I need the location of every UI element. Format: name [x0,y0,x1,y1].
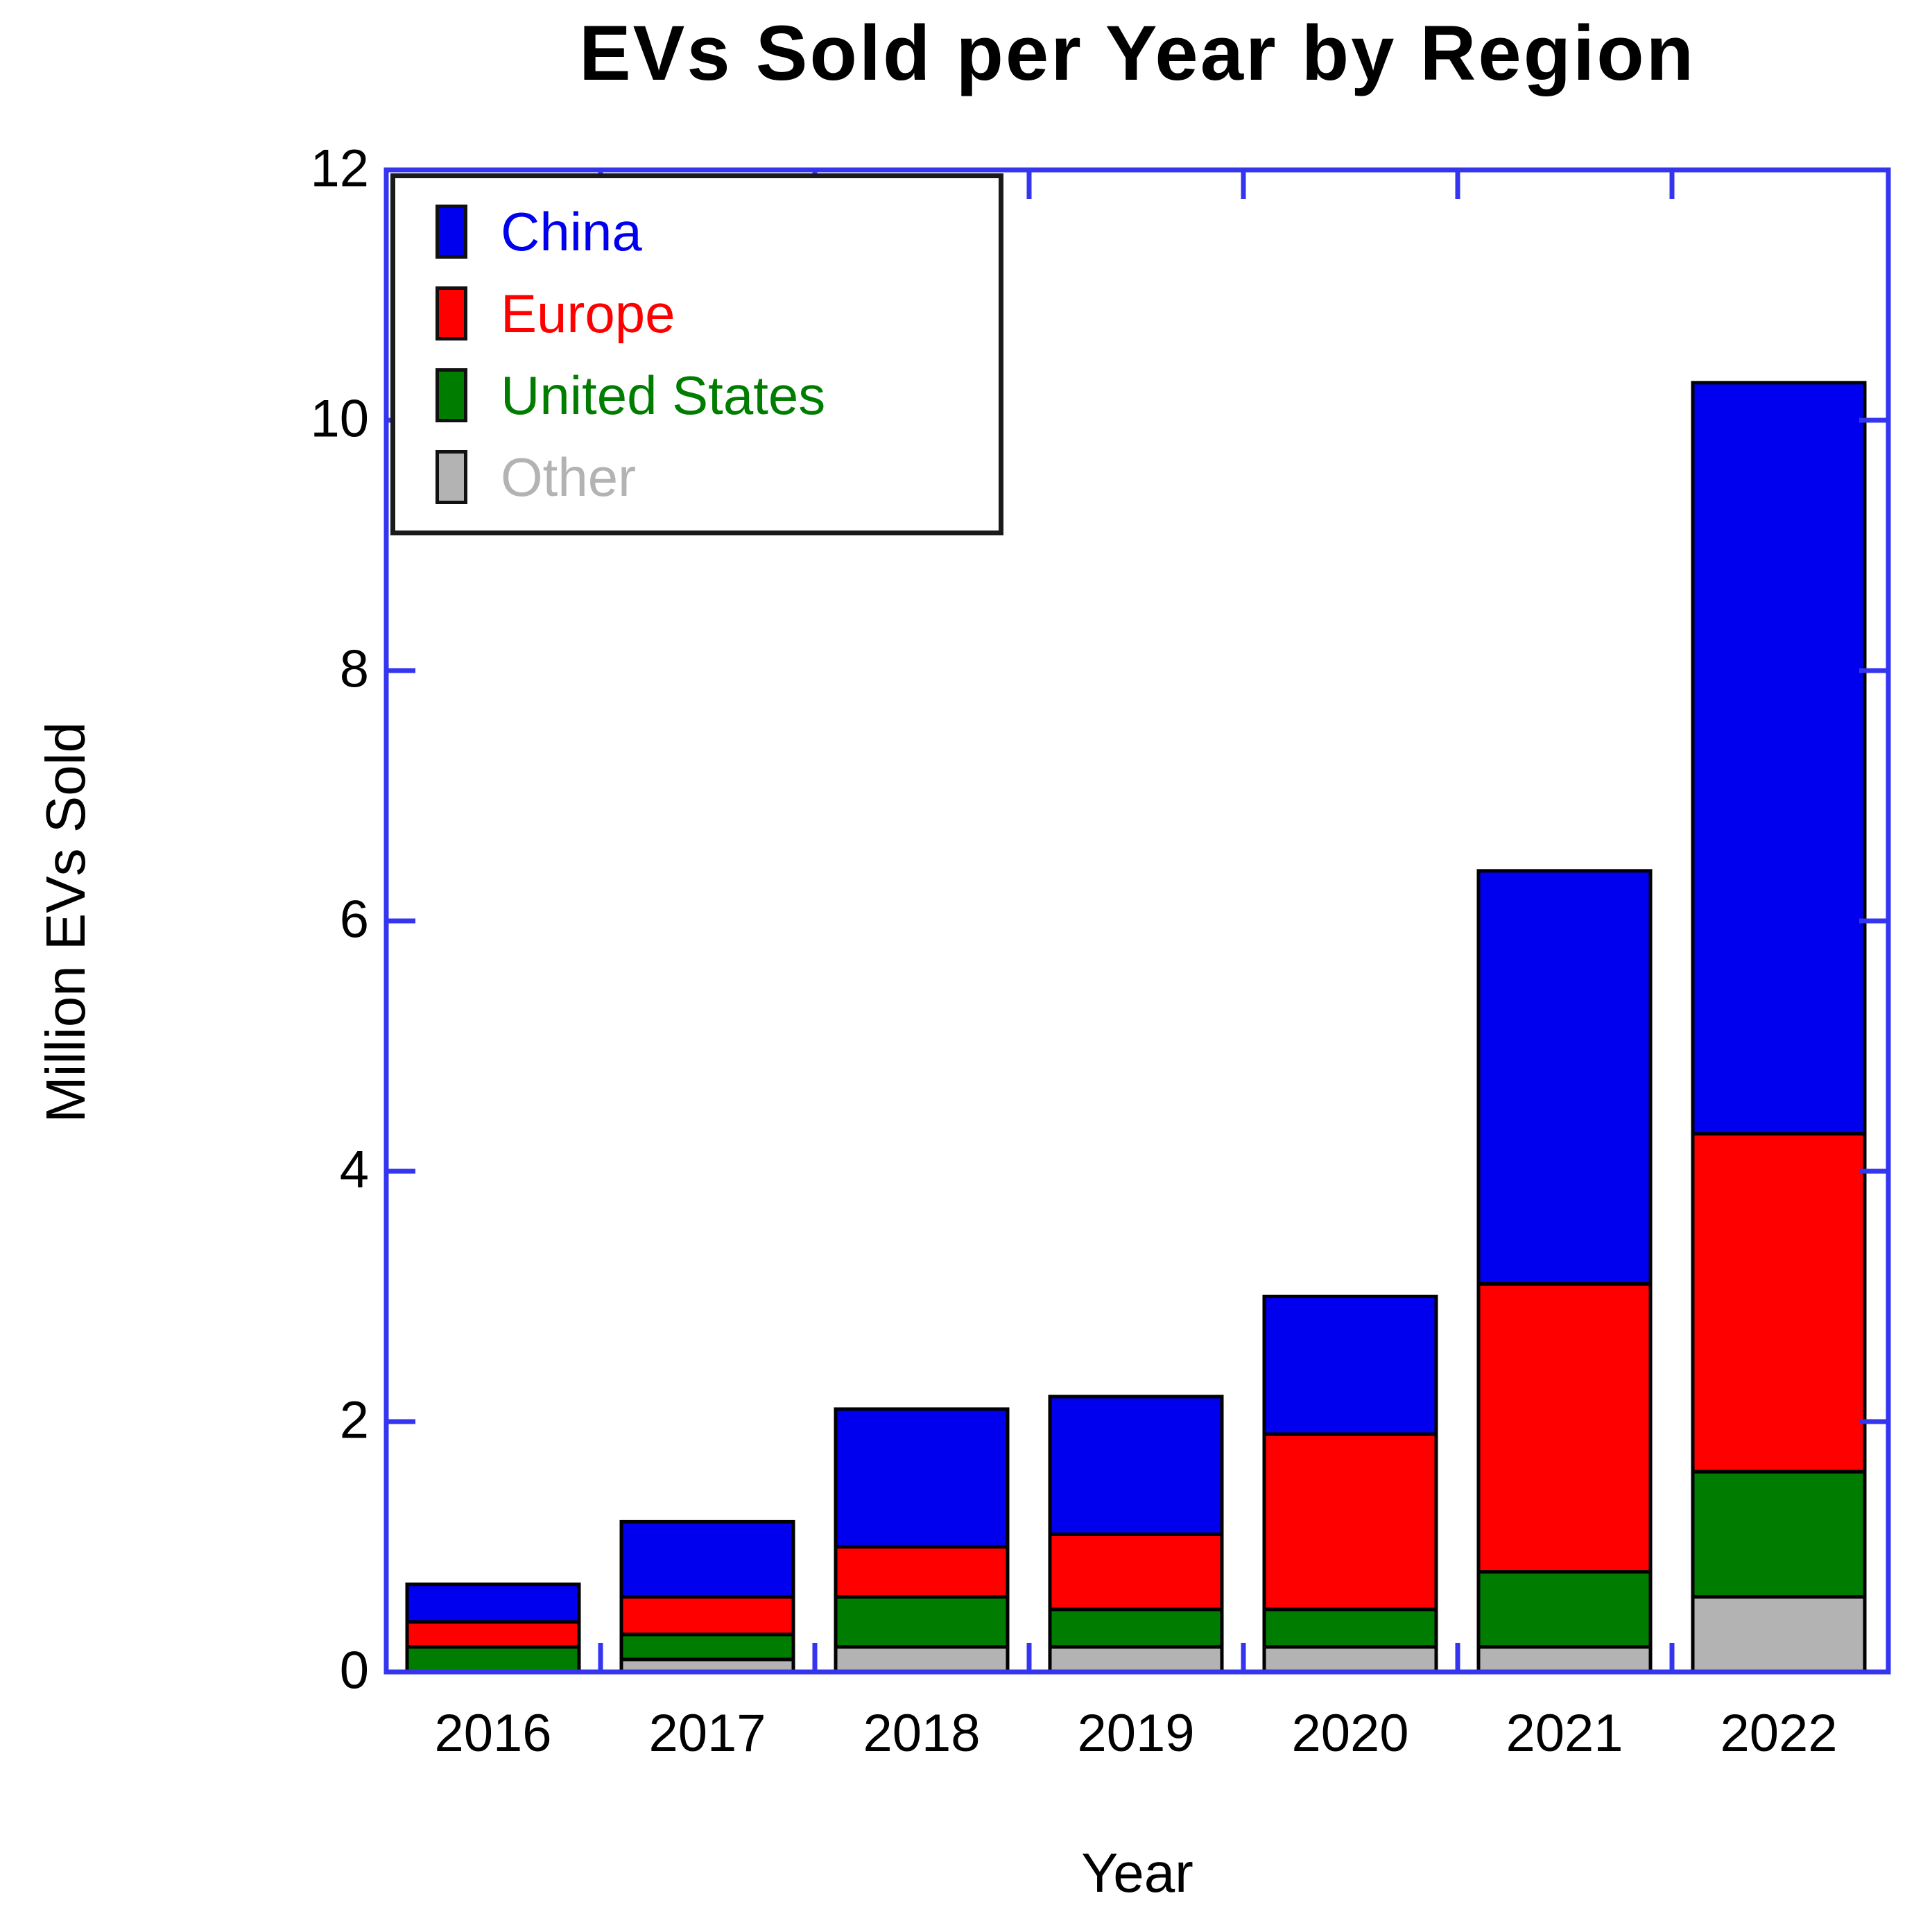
bar-segment-2016-china [405,1582,581,1624]
y-tick-label: 6 [339,890,369,949]
bar-segment-2022-united-states [1691,1469,1867,1599]
bar-segment-2020-china [1262,1295,1438,1436]
legend-item: United States [436,359,999,431]
bar-segment-2019-china [1048,1395,1224,1536]
bar-segment-2020-united-states [1262,1607,1438,1649]
x-tick-label: 2016 [434,1704,552,1763]
legend-item-label: United States [501,365,826,426]
x-tick-label: 2021 [1506,1704,1623,1763]
x-tick-label: 2018 [863,1704,981,1763]
x-tick-label: 2022 [1720,1704,1838,1763]
x-axis-title: Year [1081,1842,1193,1904]
bar-segment-2017-china [619,1519,795,1599]
bar-segment-2019-united-states [1048,1607,1224,1649]
chart-title: EVs Sold per Year by Region [578,10,1696,96]
bar-segment-2018-other [834,1645,1010,1674]
bar-segment-2020-europe [1262,1432,1438,1612]
bar-segment-2020-other [1262,1645,1438,1674]
y-tick-label: 4 [339,1140,369,1200]
bar-segment-2022-china [1691,381,1867,1136]
x-tick-label: 2017 [648,1704,766,1763]
x-tick-label: 2020 [1291,1704,1409,1763]
legend-item: Other [436,441,999,513]
y-tick-label: 8 [339,639,369,699]
bar-segment-2021-other [1476,1645,1653,1674]
y-tick-label: 12 [310,139,369,198]
bar-segment-2016-europe [405,1620,581,1649]
legend-swatch-other [436,450,467,504]
legend-item: Europe [436,277,999,350]
legend: China Europe United States Other [390,173,1003,535]
bar-segment-2018-united-states [834,1595,1010,1649]
bar-segment-2016-united-states [405,1645,581,1674]
legend-item-label: China [501,201,642,262]
bar-segment-2021-united-states [1476,1570,1653,1649]
bar-segment-2022-other [1691,1595,1867,1674]
legend-item: China [436,196,999,268]
x-tick-label: 2019 [1077,1704,1195,1763]
legend-item-label: Europe [501,283,675,344]
bar-segment-2019-europe [1048,1532,1224,1612]
y-tick-label: 2 [339,1390,369,1450]
bar-segment-2019-other [1048,1645,1224,1674]
legend-item-label: Other [501,447,637,508]
legend-swatch-europe [436,286,467,340]
legend-swatch-united-states [436,368,467,422]
legend-swatch-china [436,205,467,259]
bar-segment-2017-united-states [619,1632,795,1662]
bar-segment-2021-china [1476,869,1653,1286]
y-tick-label: 0 [339,1641,369,1700]
bar-segment-2022-europe [1691,1132,1867,1474]
y-tick-label: 10 [310,389,369,449]
bar-segment-2021-europe [1476,1282,1653,1574]
bar-segment-2018-europe [834,1545,1010,1599]
bar-segment-2018-china [834,1407,1010,1549]
bar-segment-2017-europe [619,1595,795,1637]
